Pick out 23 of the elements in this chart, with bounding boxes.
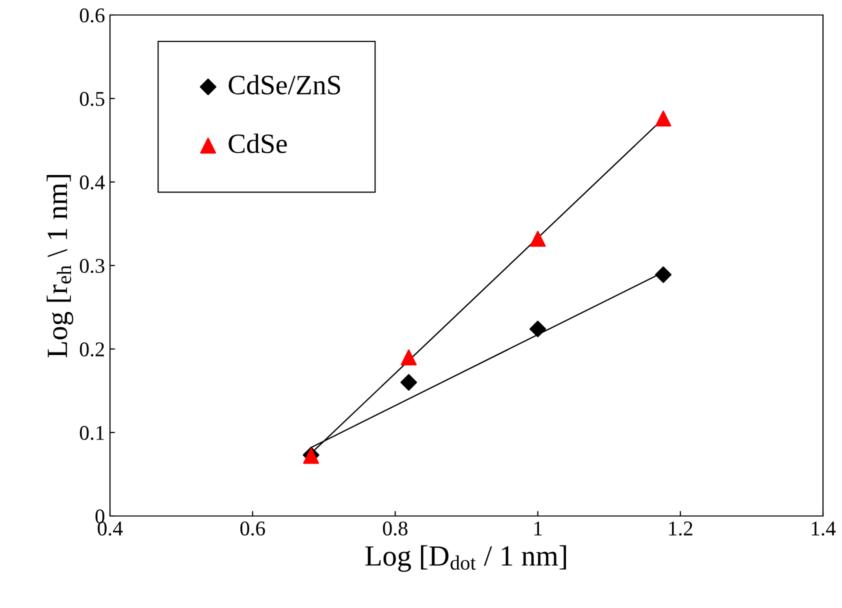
x-tick-label: 1.2: [669, 522, 692, 536]
y-tick-label: 0.2: [80, 342, 104, 357]
y-tick-label: 0.5: [80, 92, 104, 106]
y-tick-label: 0.4: [80, 175, 105, 190]
x-axis-title: Log [D$_{dot}$ / 1 nm]: [365, 545, 566, 572]
point: [400, 349, 417, 366]
y-tick-label: 0.3: [80, 258, 104, 274]
x-tick-label: 0.8: [382, 521, 408, 536]
y-axis-title: Log [r$_{eh}$ \ 1 nm]: [46, 174, 74, 358]
y-tick-label: 0.1: [80, 426, 104, 440]
x-tick-label: 0.4: [98, 521, 123, 536]
x-tick-label: 0.6: [240, 521, 265, 536]
point: [655, 110, 672, 127]
point: [400, 374, 418, 391]
point: [654, 266, 672, 283]
x-tick-label: 1: [534, 522, 542, 536]
point: [530, 230, 546, 247]
point: [530, 320, 546, 338]
y-tick-label: 0: [96, 509, 104, 524]
y-tick-label: 0.6: [80, 8, 105, 23]
legend-label: CdSe: [228, 134, 287, 154]
legend-label: CdSe/ZnS: [228, 74, 340, 94]
x-tick-label: 1.4: [812, 522, 836, 536]
